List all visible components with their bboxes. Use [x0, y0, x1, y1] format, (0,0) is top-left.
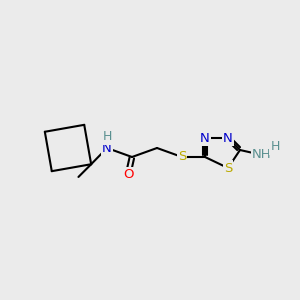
Text: N: N: [200, 131, 210, 145]
Text: S: S: [224, 161, 232, 175]
Text: N: N: [102, 142, 112, 154]
Text: NH: NH: [252, 148, 272, 161]
Text: O: O: [123, 169, 133, 182]
Text: H: H: [270, 140, 280, 154]
Text: S: S: [178, 151, 186, 164]
Text: H: H: [102, 130, 112, 143]
Text: N: N: [223, 131, 233, 145]
